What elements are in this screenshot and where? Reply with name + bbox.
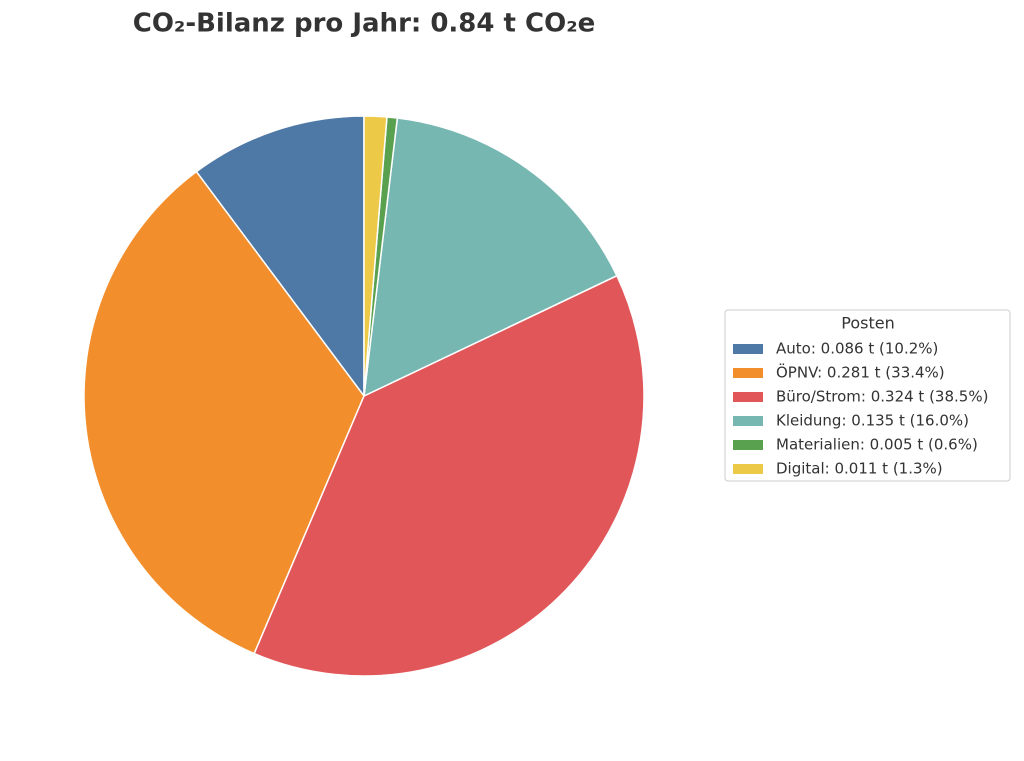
- legend-swatch: [733, 416, 763, 426]
- legend-swatch: [733, 464, 763, 474]
- legend-swatch: [733, 344, 763, 354]
- legend-label: Kleidung: 0.135 t (16.0%): [776, 412, 969, 430]
- legend-label: Digital: 0.011 t (1.3%): [776, 460, 943, 478]
- pie-slice: [195, 115, 365, 399]
- legend-title: Posten: [841, 314, 894, 333]
- pie-slice: [253, 274, 645, 677]
- legend-label: ÖPNV: 0.281 t (33.4%): [776, 363, 945, 382]
- pie-slice: [83, 170, 365, 655]
- legend-label: Materialien: 0.005 t (0.6%): [776, 436, 978, 454]
- pie-slice: [363, 117, 618, 398]
- legend-label: Büro/Strom: 0.324 t (38.5%): [776, 388, 988, 406]
- pie-slice: [363, 115, 388, 397]
- legend-label: Auto: 0.086 t (10.2%): [776, 340, 938, 358]
- legend-swatch: [733, 392, 763, 402]
- legend-box: [724, 309, 1011, 482]
- legend-swatch: [733, 368, 763, 378]
- legend-swatch: [733, 440, 763, 450]
- chart-title: CO₂-Bilanz pro Jahr: 0.84 t CO₂e: [133, 9, 595, 39]
